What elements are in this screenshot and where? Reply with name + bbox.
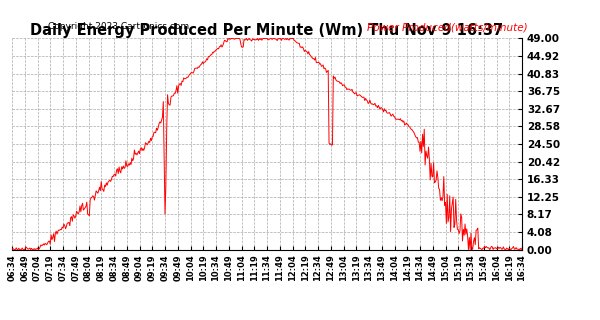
Text: Power Produced(watts/minute): Power Produced(watts/minute) (367, 22, 528, 32)
Text: Copyright 2023 Cartronics.com: Copyright 2023 Cartronics.com (48, 22, 189, 31)
Title: Daily Energy Produced Per Minute (Wm) Thu Nov 9 16:37: Daily Energy Produced Per Minute (Wm) Th… (31, 23, 503, 38)
